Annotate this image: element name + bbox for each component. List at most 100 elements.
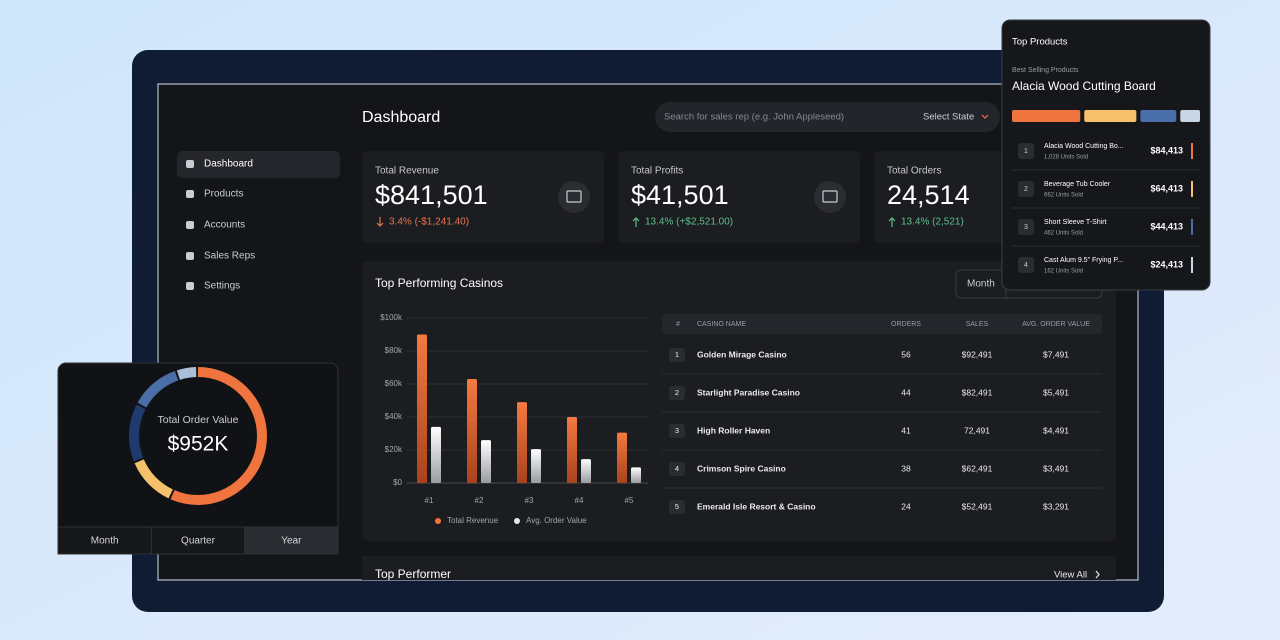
x-tick-label: #5 xyxy=(625,496,634,505)
rank: 2 xyxy=(1024,186,1028,193)
legend-label: Total Revenue xyxy=(447,516,499,525)
kpi-change: 3.4% (-$1,241.40) xyxy=(389,217,469,228)
units-sold: 662 Units Sold xyxy=(1044,193,1083,199)
top-performer-card xyxy=(362,556,1116,580)
share-segment xyxy=(1180,110,1200,122)
bar xyxy=(481,440,491,483)
card-title: Top Performing Casinos xyxy=(375,276,503,290)
top-products-panel xyxy=(1001,19,1211,291)
kpi-label: Total Profits xyxy=(631,166,683,177)
nav-item[interactable]: Dashboard xyxy=(204,159,253,170)
table-cell: 56 xyxy=(901,349,911,359)
donut-segment xyxy=(129,367,267,505)
donut-value: $952K xyxy=(168,433,229,456)
nav-item[interactable]: Sales Reps xyxy=(204,251,255,262)
panel-subtitle: Best Selling Products xyxy=(1012,67,1079,74)
search-box[interactable] xyxy=(655,102,1000,132)
units-sold: 162 Units Sold xyxy=(1044,269,1083,275)
kpi-label: Total Revenue xyxy=(375,166,439,177)
rank-badge xyxy=(669,462,685,476)
tab-label[interactable]: Month xyxy=(91,536,119,547)
page-title: Dashboard xyxy=(362,109,440,126)
x-tick-label: #1 xyxy=(425,496,434,505)
product-sales: $24,413 xyxy=(1150,259,1183,269)
kpi-icon-glyph xyxy=(822,190,838,203)
nav-item[interactable]: Settings xyxy=(204,281,240,292)
table-cell: 41 xyxy=(901,425,911,435)
trend-arrow xyxy=(888,217,896,227)
active-nav-bg xyxy=(177,151,340,178)
table-header-bg xyxy=(662,314,1102,334)
nav-icon xyxy=(186,190,194,198)
rank: 1 xyxy=(1024,148,1028,155)
trend-arrow xyxy=(376,217,384,227)
nav-item[interactable]: Products xyxy=(204,189,243,200)
table-header: SALES xyxy=(966,321,989,328)
table-cell: Starlight Paradise Casino xyxy=(697,387,800,397)
x-tick-label: #4 xyxy=(575,496,584,505)
kpi-icon xyxy=(814,181,846,213)
card-title: Top Performer xyxy=(375,567,451,581)
product-name: Cast Alum 9.5" Frying P... xyxy=(1044,257,1123,264)
kpi-value: $41,501 xyxy=(631,180,729,210)
x-tick-label: #3 xyxy=(525,496,534,505)
donut-label: Total Order Value xyxy=(158,414,239,426)
bar xyxy=(631,467,641,483)
view-all-link[interactable]: View All xyxy=(1054,570,1087,581)
product-color xyxy=(1191,219,1193,235)
table-cell: Crimson Spire Casino xyxy=(697,463,786,473)
table-cell: $52,491 xyxy=(962,501,993,511)
rank-badge xyxy=(669,386,685,400)
rank-badge xyxy=(1018,143,1034,159)
kpi-change: 13.4% (+$2,521.00) xyxy=(645,217,733,228)
product-color xyxy=(1191,143,1193,159)
kpi-value: 24,514 xyxy=(887,180,970,210)
units-sold: 1,028 Units Sold xyxy=(1044,155,1088,161)
share-segment xyxy=(1140,110,1177,122)
table-cell: 24 xyxy=(901,501,911,511)
rank: 3 xyxy=(1024,224,1028,231)
product-color xyxy=(1191,257,1193,273)
table-cell: High Roller Haven xyxy=(697,425,770,435)
table-cell: $5,491 xyxy=(1043,387,1069,397)
table-cell: 4 xyxy=(675,464,679,473)
table-cell: $4,491 xyxy=(1043,425,1069,435)
rank-badge xyxy=(669,424,685,438)
tab-label[interactable]: Year xyxy=(281,536,302,547)
kpi-change: 13.4% (2,521) xyxy=(901,217,964,228)
kpi-card xyxy=(618,151,860,243)
product-sales: $64,413 xyxy=(1150,183,1183,193)
nav-icon xyxy=(186,160,194,168)
state-select[interactable]: Select State xyxy=(923,112,974,123)
period-option[interactable]: Month xyxy=(967,279,995,290)
bar xyxy=(531,449,541,483)
tab[interactable] xyxy=(244,526,339,555)
rank-badge xyxy=(1018,219,1034,235)
donut-segment xyxy=(129,367,267,505)
table-cell: 1 xyxy=(675,350,679,359)
product-name: Alacia Wood Cutting Bo... xyxy=(1044,143,1124,150)
table-cell: 2 xyxy=(675,388,679,397)
table-cell: Emerald Isle Resort & Casino xyxy=(697,501,816,511)
tab[interactable] xyxy=(57,526,152,555)
table-header: # xyxy=(676,321,680,328)
nav-item[interactable]: Accounts xyxy=(204,220,245,231)
tab[interactable] xyxy=(150,526,246,555)
y-tick-label: $100k xyxy=(380,313,403,322)
rank-badge xyxy=(1018,181,1034,197)
kpi-icon xyxy=(558,181,590,213)
legend-swatch xyxy=(514,518,520,524)
nav-icon xyxy=(186,282,194,290)
best-product: Alacia Wood Cutting Board xyxy=(1012,79,1156,93)
kpi-icon-glyph xyxy=(566,190,582,203)
bar xyxy=(617,432,627,483)
legend-label: Avg. Order Value xyxy=(526,516,587,525)
tab-label[interactable]: Quarter xyxy=(181,536,216,547)
table-header: AVG. ORDER VALUE xyxy=(1022,321,1090,328)
table-cell: $3,491 xyxy=(1043,463,1069,473)
rank-badge xyxy=(1018,257,1034,273)
table-cell: $3,291 xyxy=(1043,501,1069,511)
product-sales: $44,413 xyxy=(1150,221,1183,231)
table-header: ORDERS xyxy=(891,321,921,328)
